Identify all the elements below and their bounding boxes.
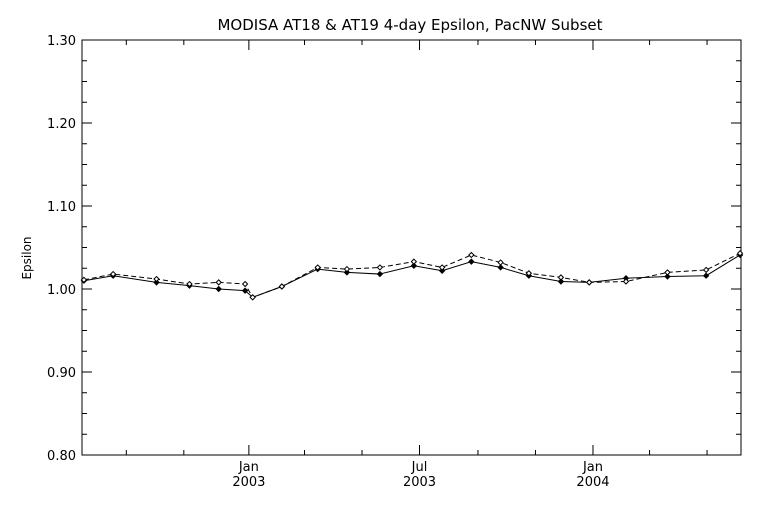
y-tick-label: 1.10 — [47, 200, 76, 215]
data-point-dashed — [622, 278, 630, 285]
axes-layer: 0.800.901.001.101.201.30Jan2003Jul2003Ja… — [47, 34, 742, 490]
data-point-dashed — [241, 280, 249, 288]
data-point-solid — [557, 278, 565, 285]
data-point-dashed — [586, 279, 593, 286]
data-point-dashed — [468, 251, 475, 259]
data-point-dashed — [736, 250, 744, 257]
data-point-solid — [410, 262, 418, 269]
data-point-dashed — [376, 264, 384, 271]
x-tick-label-month: Jan — [582, 460, 603, 475]
data-point-dashed — [186, 280, 193, 288]
plot-frame — [81, 39, 742, 456]
data-point-solid — [215, 285, 222, 293]
data-point-dashed — [438, 264, 446, 271]
data-point-dashed — [314, 264, 321, 271]
data-point-dashed — [80, 276, 88, 284]
data-point-dashed — [702, 266, 710, 274]
x-tick-label-year: 2003 — [232, 475, 265, 490]
data-point-dashed — [278, 283, 286, 290]
series-line-solid — [83, 254, 741, 298]
data-point-dashed — [410, 258, 418, 265]
data-point-solid — [241, 287, 249, 294]
data-point-solid — [343, 269, 351, 276]
series-layer — [80, 250, 744, 301]
y-tick-label: 1.00 — [47, 283, 76, 298]
y-tick-label: 0.90 — [47, 366, 76, 381]
data-point-dashed — [525, 270, 533, 277]
data-point-solid — [438, 267, 446, 274]
y-axis-label: Epsilon — [20, 236, 34, 279]
data-point-dashed — [249, 294, 256, 301]
series-line-dashed — [83, 252, 741, 298]
x-tick-label-month: Jul — [411, 460, 428, 475]
data-point-solid — [376, 270, 384, 278]
data-point-solid — [702, 272, 710, 279]
data-point-dashed — [497, 259, 504, 266]
data-point-solid — [153, 279, 160, 286]
y-tick-label: 1.30 — [47, 34, 76, 49]
x-tick-label-year: 2004 — [576, 475, 609, 490]
chart-title: MODISA AT18 & AT19 4-day Epsilon, PacNW … — [217, 16, 602, 34]
data-point-dashed — [664, 269, 671, 276]
data-point-dashed — [153, 275, 160, 283]
data-point-dashed — [215, 279, 222, 286]
data-point-solid — [664, 273, 671, 280]
x-tick-label-year: 2003 — [403, 475, 436, 490]
x-tick-label-month: Jan — [238, 460, 259, 475]
y-tick-label: 1.20 — [47, 117, 76, 132]
data-point-dashed — [343, 265, 351, 273]
data-point-solid — [497, 264, 504, 271]
data-point-dashed — [109, 270, 117, 278]
data-point-solid — [468, 258, 475, 265]
y-tick-label: 0.80 — [47, 449, 76, 464]
data-point-dashed — [557, 274, 565, 281]
